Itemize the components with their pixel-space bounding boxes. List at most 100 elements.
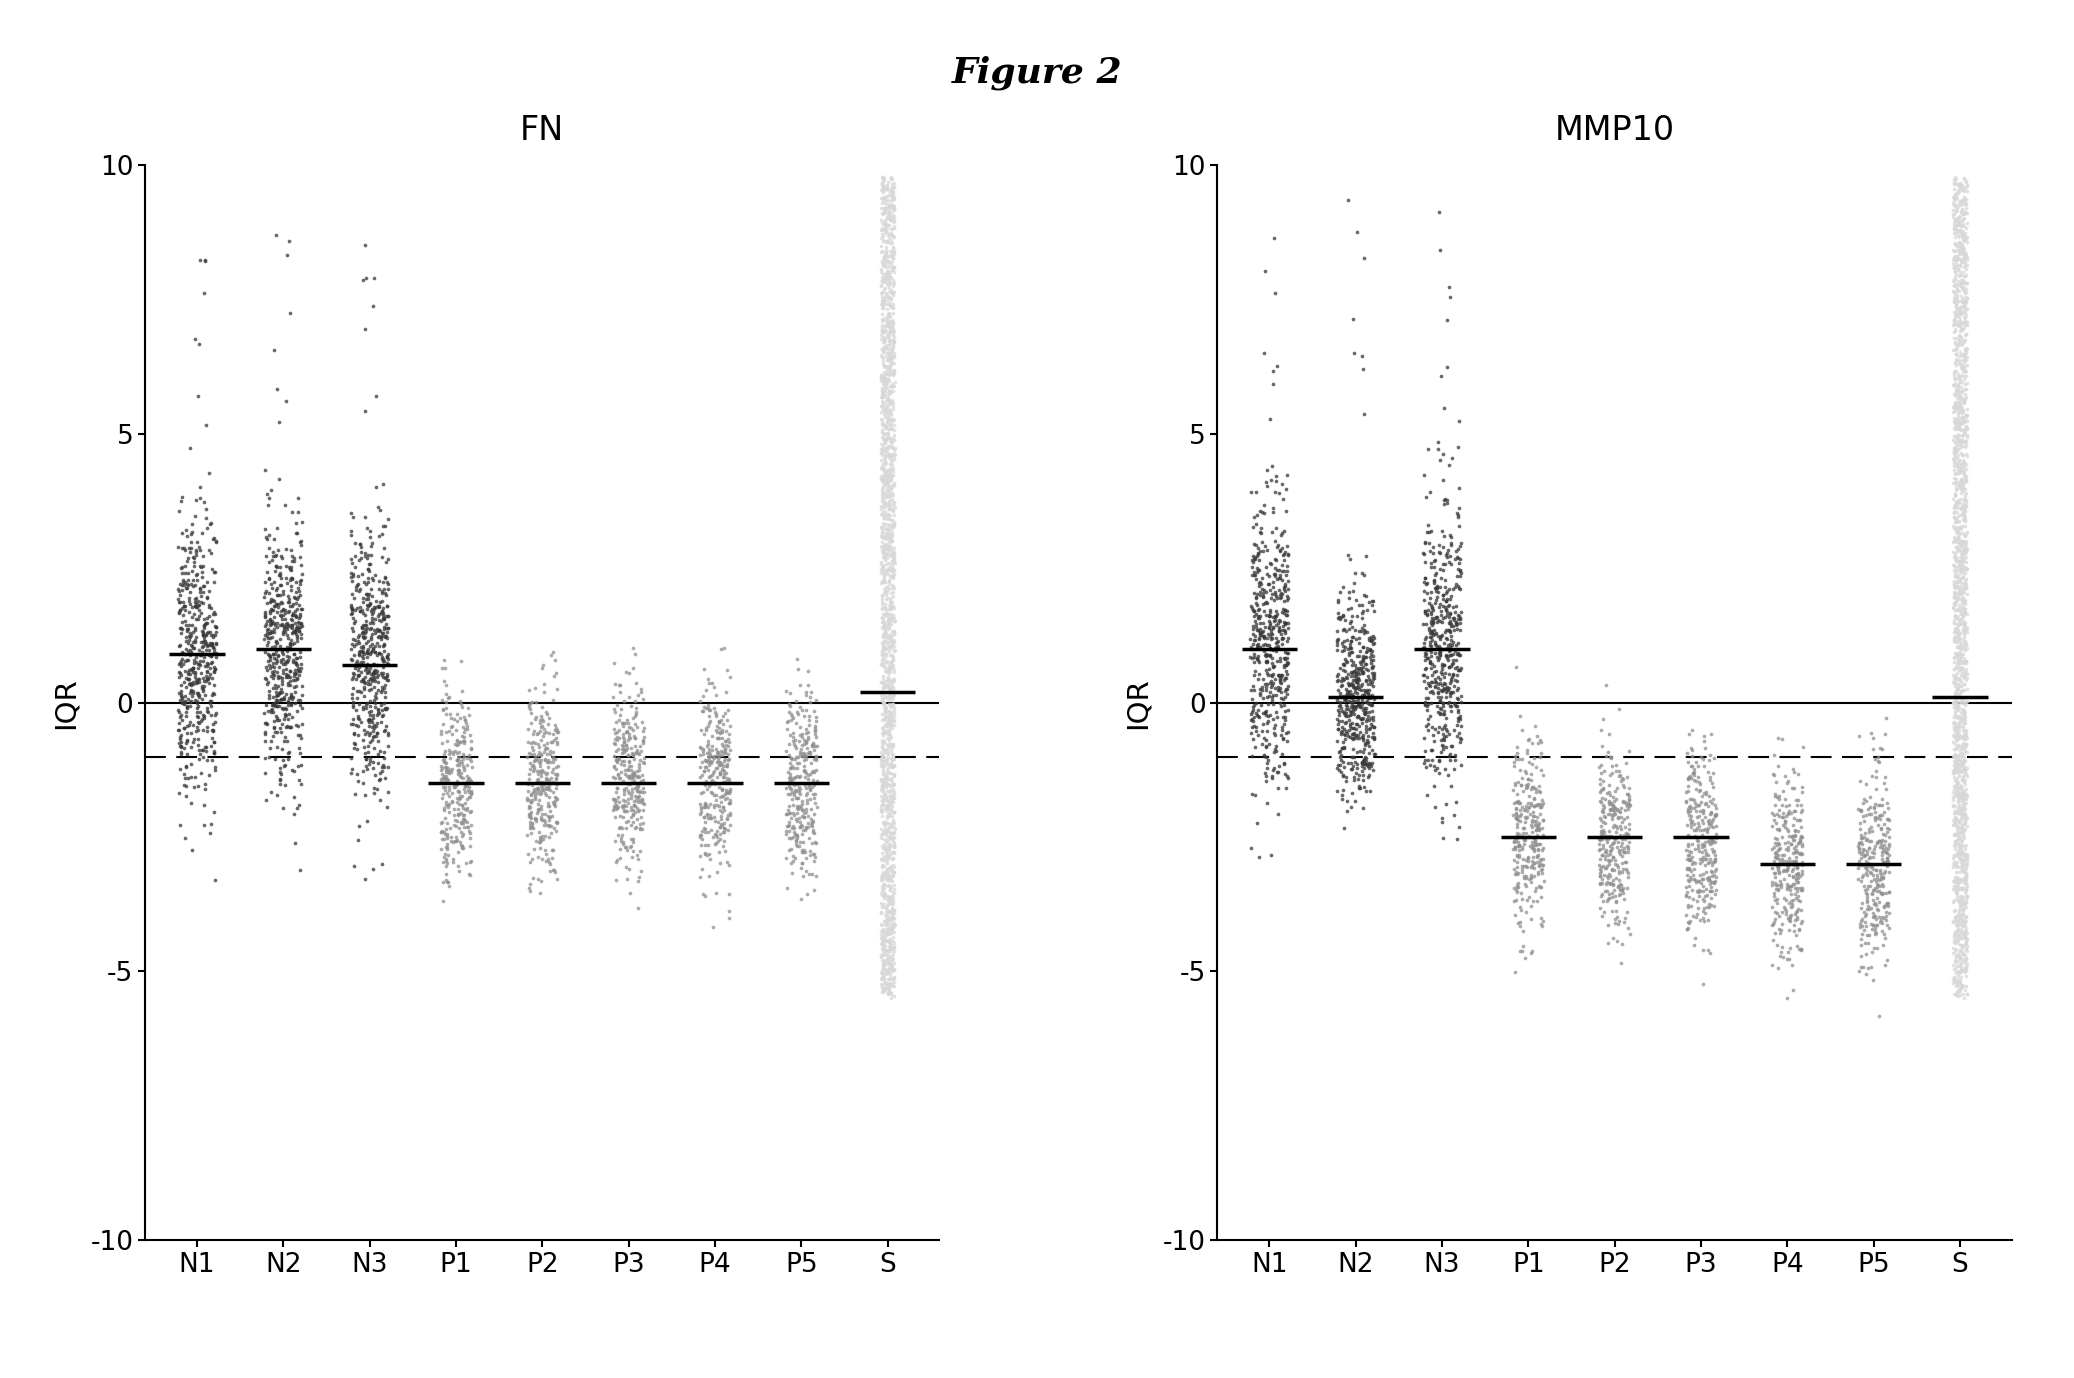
- Point: [166, 617, 199, 639]
- Point: [867, 732, 900, 754]
- Point: [450, 718, 483, 740]
- Point: [869, 400, 902, 422]
- Point: [539, 790, 572, 812]
- Point: [786, 733, 819, 755]
- Point: [1943, 462, 1977, 484]
- Point: [272, 230, 305, 252]
- Point: [875, 333, 908, 356]
- Point: [699, 761, 732, 783]
- Point: [185, 620, 218, 642]
- Point: [1947, 758, 1981, 780]
- Point: [191, 653, 224, 675]
- Point: [1937, 630, 1970, 652]
- Point: [1939, 335, 1972, 357]
- Point: [1678, 796, 1711, 819]
- Point: [869, 214, 902, 236]
- Point: [340, 723, 373, 745]
- Point: [1941, 628, 1974, 650]
- Point: [1947, 229, 1981, 251]
- Point: [1253, 573, 1286, 595]
- Point: [618, 734, 651, 757]
- Point: [867, 254, 900, 276]
- Point: [257, 528, 290, 550]
- Point: [274, 674, 307, 696]
- Point: [1939, 497, 1972, 520]
- Point: [865, 686, 898, 708]
- Point: [164, 617, 197, 639]
- Point: [1412, 599, 1446, 621]
- Point: [336, 686, 369, 708]
- Point: [257, 652, 290, 674]
- Point: [440, 741, 473, 763]
- Point: [334, 520, 367, 542]
- Point: [871, 281, 904, 303]
- Point: [272, 591, 305, 613]
- Point: [618, 777, 651, 799]
- Point: [1939, 349, 1972, 371]
- Point: [869, 896, 902, 918]
- Point: [1238, 660, 1271, 682]
- Point: [1950, 984, 1983, 1006]
- Point: [1856, 889, 1889, 911]
- Point: [268, 686, 301, 708]
- Point: [1937, 850, 1970, 872]
- Point: [709, 748, 742, 770]
- Point: [873, 685, 906, 707]
- Point: [1244, 572, 1278, 594]
- Point: [1865, 882, 1898, 904]
- Point: [172, 688, 205, 710]
- Point: [626, 769, 660, 791]
- Point: [875, 893, 908, 915]
- Point: [1945, 387, 1979, 409]
- Point: [527, 777, 560, 799]
- Point: [1236, 715, 1269, 737]
- Point: [1941, 587, 1974, 609]
- Point: [512, 878, 545, 900]
- Point: [170, 755, 203, 777]
- Point: [1765, 876, 1798, 898]
- Point: [608, 759, 641, 781]
- Point: [1340, 762, 1373, 784]
- Point: [877, 448, 910, 470]
- Point: [867, 623, 900, 645]
- Point: [1591, 674, 1624, 696]
- Point: [446, 681, 479, 703]
- Point: [867, 496, 900, 518]
- Point: [877, 484, 910, 506]
- Point: [871, 207, 904, 229]
- Point: [1500, 863, 1533, 885]
- Point: [1336, 693, 1369, 715]
- Point: [1937, 969, 1970, 991]
- Point: [1947, 496, 1981, 518]
- Point: [1269, 575, 1302, 597]
- Point: [1441, 701, 1475, 723]
- Point: [867, 380, 900, 402]
- Point: [867, 309, 900, 331]
- Point: [871, 672, 904, 695]
- Point: [626, 751, 660, 773]
- Point: [877, 514, 910, 536]
- Point: [440, 770, 473, 792]
- Point: [867, 926, 900, 948]
- Point: [284, 584, 317, 606]
- Point: [263, 688, 297, 710]
- Point: [875, 256, 908, 278]
- Point: [442, 759, 475, 781]
- Point: [1246, 583, 1280, 605]
- Point: [871, 908, 904, 930]
- Point: [869, 245, 902, 267]
- Point: [1769, 795, 1802, 817]
- Point: [1348, 701, 1381, 723]
- Point: [871, 401, 904, 423]
- Point: [1444, 565, 1477, 587]
- Point: [164, 621, 197, 644]
- Point: [1587, 824, 1620, 846]
- Point: [1782, 885, 1815, 907]
- Point: [1939, 983, 1972, 1005]
- Point: [334, 712, 367, 734]
- Point: [268, 616, 301, 638]
- Point: [1417, 682, 1450, 704]
- Point: [336, 583, 369, 605]
- Point: [1236, 708, 1269, 730]
- Point: [344, 536, 377, 558]
